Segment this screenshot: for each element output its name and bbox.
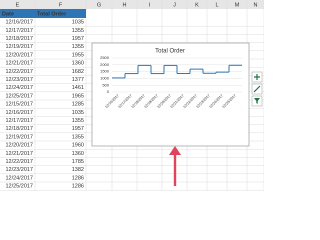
- date-cell: 12/23/2017: [5, 77, 33, 83]
- order-cell: 1957: [72, 126, 84, 132]
- order-cell: 1355: [72, 134, 84, 140]
- order-cell: 1960: [72, 143, 84, 149]
- date-cell: 12/19/2017: [5, 44, 33, 50]
- date-cell: 12/21/2017: [5, 61, 33, 67]
- column-letter: N: [254, 2, 258, 8]
- brush-icon: [253, 85, 261, 93]
- column-letter: G: [97, 2, 101, 8]
- date-cell: 12/24/2017: [5, 175, 33, 181]
- y-tick-label: 2500: [100, 55, 110, 60]
- date-cell: 12/21/2017: [5, 151, 33, 157]
- chart-buttons: [251, 71, 263, 107]
- header-text: Date: [2, 11, 14, 17]
- date-cell: 12/15/2017: [5, 102, 33, 108]
- order-cell: 1377: [72, 77, 84, 83]
- header-cell: [0, 9, 86, 18]
- screen: E F G H I J K L M N Date Total Order 12/16/2017 1035 1…: [0, 0, 264, 191]
- column-letter: K: [195, 2, 199, 8]
- date-cell: 12/18/2017: [5, 126, 33, 132]
- column-letter: F: [59, 2, 63, 8]
- date-cell: 12/25/2017: [5, 93, 33, 99]
- order-cell: 1955: [72, 52, 84, 58]
- date-cell: 12/23/2017: [5, 167, 33, 173]
- order-cell: 1286: [72, 175, 84, 181]
- date-cell: 12/19/2017: [5, 134, 33, 140]
- order-cell: 1286: [72, 184, 84, 190]
- order-cell: 1957: [72, 36, 84, 42]
- date-cell: 12/22/2017: [5, 69, 33, 75]
- order-cell: 1285: [72, 102, 84, 108]
- arrow-head: [169, 146, 181, 155]
- date-cell: 12/24/2017: [5, 85, 33, 91]
- order-cell: 1355: [72, 44, 84, 50]
- order-cell: 1035: [72, 20, 84, 26]
- column-letter: M: [235, 2, 240, 8]
- date-cell: 12/17/2017: [5, 28, 33, 34]
- header-text: Total Order: [37, 11, 67, 17]
- y-tick-label: 2000: [100, 62, 110, 67]
- column-letter: I: [149, 2, 151, 8]
- chart-title: Total Order: [155, 49, 185, 55]
- chart-frame[interactable]: [91, 42, 250, 147]
- chart: Total Order 0500100015002000250012/16/20…: [91, 42, 250, 147]
- order-cell: 1360: [72, 61, 84, 67]
- date-cell: 12/20/2017: [5, 52, 33, 58]
- date-cell: 12/16/2017: [5, 110, 33, 116]
- order-cell: 1785: [72, 159, 84, 165]
- column-header-bar: [0, 0, 264, 9]
- column-letter: J: [173, 2, 176, 8]
- date-cell: 12/22/2017: [5, 159, 33, 165]
- filter-icon: [254, 98, 260, 104]
- y-tick-label: 0: [107, 89, 110, 94]
- date-cell: 12/17/2017: [5, 118, 33, 124]
- y-tick-label: 500: [102, 82, 109, 87]
- order-cell: 1461: [72, 85, 84, 91]
- column-letter: H: [123, 2, 127, 8]
- date-cell: 12/20/2017: [5, 143, 33, 149]
- order-cell: 1355: [72, 118, 84, 124]
- plus-icon: [254, 74, 260, 80]
- order-cell: 1360: [72, 151, 84, 157]
- order-cell: 1682: [72, 69, 84, 75]
- column-letter: E: [16, 2, 20, 8]
- order-cell: 1355: [72, 28, 84, 34]
- date-cell: 12/18/2017: [5, 36, 33, 42]
- order-cell: 1382: [72, 167, 84, 173]
- order-cell: 1965: [72, 93, 84, 99]
- date-cell: 12/25/2017: [5, 184, 33, 190]
- arrow: [169, 146, 181, 186]
- order-cell: 1035: [72, 110, 84, 116]
- column-letter: L: [215, 2, 218, 8]
- y-tick-label: 1500: [100, 69, 110, 74]
- y-tick-label: 1000: [100, 75, 110, 80]
- date-cell: 12/16/2017: [5, 20, 33, 26]
